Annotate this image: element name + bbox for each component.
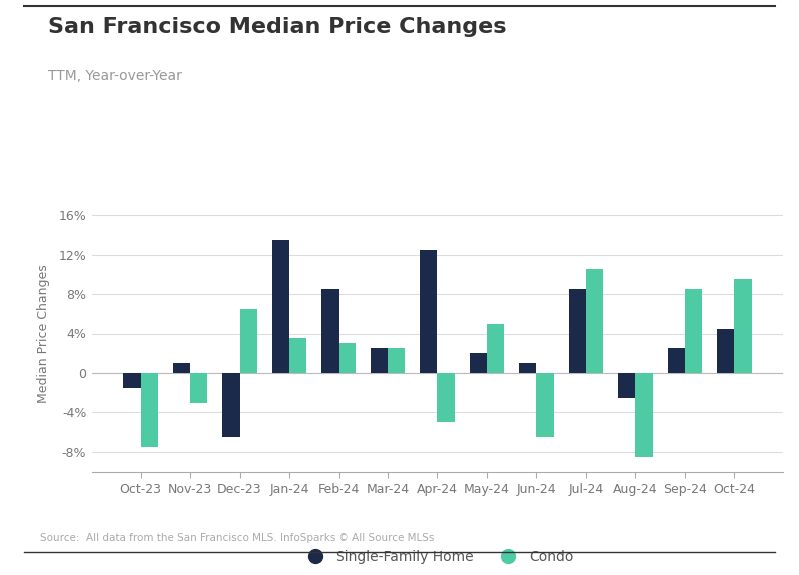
Bar xyxy=(222,373,240,437)
Bar xyxy=(685,289,702,373)
Bar xyxy=(487,324,504,373)
Bar xyxy=(420,250,438,373)
Bar xyxy=(321,289,339,373)
Bar xyxy=(569,289,586,373)
Bar xyxy=(470,353,487,373)
Bar xyxy=(173,363,190,373)
Bar xyxy=(371,348,388,373)
Bar xyxy=(272,240,289,373)
Bar xyxy=(438,373,455,422)
Bar xyxy=(586,270,603,373)
Bar xyxy=(734,279,752,373)
Bar xyxy=(388,348,405,373)
Text: TTM, Year-over-Year: TTM, Year-over-Year xyxy=(48,69,182,83)
Bar xyxy=(667,348,685,373)
Text: Source:  All data from the San Francisco MLS. InfoSparks © All Source MLSs: Source: All data from the San Francisco … xyxy=(40,534,435,543)
Legend: Single-Family Home, Condo: Single-Family Home, Condo xyxy=(296,545,579,569)
Bar xyxy=(519,363,536,373)
Bar xyxy=(339,343,356,373)
Bar xyxy=(289,339,306,373)
Bar xyxy=(141,373,158,447)
Text: San Francisco Median Price Changes: San Francisco Median Price Changes xyxy=(48,17,507,37)
Bar xyxy=(123,373,141,388)
Bar xyxy=(717,328,734,373)
Bar xyxy=(635,373,653,457)
Bar xyxy=(190,373,208,402)
Bar xyxy=(240,309,256,373)
Y-axis label: Median Price Changes: Median Price Changes xyxy=(38,264,50,403)
Bar xyxy=(536,373,554,437)
Bar xyxy=(618,373,635,397)
